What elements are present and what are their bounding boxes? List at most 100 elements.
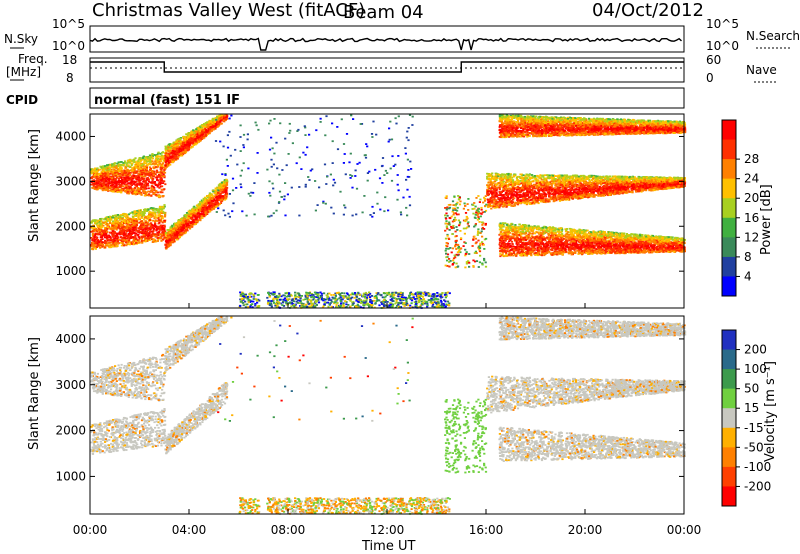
power-point [132,191,134,193]
power-point [144,159,146,161]
power-point [147,159,149,161]
power-point [141,165,143,167]
nsearch-label: N.Search [746,29,800,43]
power-point [135,176,137,178]
power-point [144,176,146,178]
power-point [130,181,132,183]
power-point [114,162,116,164]
power-point [127,187,129,189]
power-point [130,188,132,190]
power-point [125,172,127,174]
power-point [140,170,142,172]
power-point [96,189,98,191]
power-point [98,187,100,189]
power-point [152,186,154,188]
power-point [149,157,151,159]
power-point [125,167,127,169]
power-point [123,170,125,172]
power-point [116,191,118,193]
nsky-label: N.Sky [4,32,38,46]
power-point [131,162,133,164]
power-point [159,153,161,155]
power-point [139,183,141,185]
power-point [106,186,108,188]
power-point [155,214,157,216]
power-point [150,195,152,197]
freq-tick-low: 8 [66,71,74,85]
power-point [150,175,152,177]
power-point [151,153,153,155]
power-point [151,170,153,172]
power-point [126,180,128,182]
power-point [129,166,131,168]
power-point [127,177,129,179]
power-point [98,174,100,176]
power-point [93,176,95,178]
power-point [113,169,115,171]
power-point [96,187,98,189]
power-point [142,181,144,183]
power-point [134,181,136,183]
power-point [137,169,139,171]
nave-tick-low: 0 [706,71,714,85]
power-point [102,173,104,175]
power-point [138,210,140,212]
power-point [164,172,166,174]
power-point [158,172,160,174]
power-point [106,223,108,225]
power-point [137,177,139,179]
power-point [121,182,123,184]
power-point [102,165,104,167]
power-point [107,181,109,183]
power-point [96,176,98,178]
power-point [156,175,158,177]
power-point [140,166,142,168]
power-point [138,236,140,238]
power-point [162,182,164,184]
power-point [109,173,111,175]
power-point [112,188,114,190]
nsky-tick-high: 10^5 [52,17,85,31]
power-point [161,165,163,167]
power-point [109,164,111,166]
power-point [117,176,119,178]
power-point [133,161,135,163]
power-point [149,155,151,157]
power-point [118,161,120,163]
power-point [148,193,150,195]
power-point [109,186,111,188]
power-point [161,195,163,197]
power-point [127,182,129,184]
power-point [100,176,102,178]
power-point [118,180,120,182]
power-point [156,177,158,179]
power-point [147,157,149,159]
radar-summary-plot: Christmas Valley West (fitACF) Beam 04 0… [0,0,800,554]
power-point [91,170,93,172]
nsearch-tick-low: 10^0 [706,39,739,53]
power-point [159,163,161,165]
power-point [161,189,163,191]
power-point [119,167,121,169]
power-point [122,174,124,176]
power-point [115,186,117,188]
power-point [126,165,128,167]
power-point [115,167,117,169]
power-point [147,216,149,218]
power-point [121,179,123,181]
power-point [146,168,148,170]
power-point [148,187,150,189]
power-point [155,166,157,168]
power-point [154,161,156,163]
power-point [128,160,130,162]
power-point [141,159,143,161]
power-point [163,169,165,171]
power-point [107,189,109,191]
power-point [94,171,96,173]
power-point [142,157,144,159]
power-point [114,172,116,174]
power-scatter [90,114,686,309]
power-point [106,177,108,179]
power-point [156,170,158,172]
power-panel: 1000200030004000 Slant Range [km] 481216… [27,114,774,309]
